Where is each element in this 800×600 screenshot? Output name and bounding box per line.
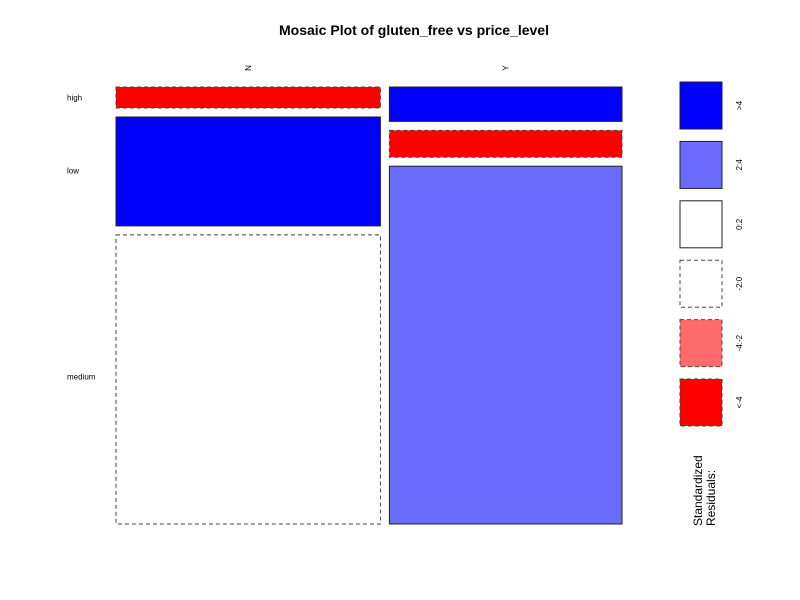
row-labels: high low medium [67,94,96,382]
legend-swatch-4 [679,378,723,427]
row-label-low: low [67,167,79,176]
cell-n-high [115,86,381,109]
cell-n-low [115,116,381,227]
legend-swatch-2-4 [679,140,723,189]
legend-label-6: <-4 [735,396,744,408]
column-label-n: N [244,65,253,71]
cell-y-medium [388,165,623,525]
legend-label-5: -4:-2 [735,334,744,351]
mosaic-cells [115,86,623,525]
row-label-medium: medium [67,372,96,381]
legend-swatch-4-2 [679,319,723,368]
row-label-high: high [67,94,82,103]
cell-y-low [388,129,623,158]
legend-title: Standardized Residuals: [691,452,718,526]
legend-swatch-4 [679,81,723,130]
cell-y-high [388,86,623,122]
legend-swatch-0-2 [679,200,723,249]
legend-label-2: 2:4 [735,159,744,171]
residual-legend: >4 2:4 0:2 -2:0 -4:-2 <-4 [679,81,744,427]
chart-title: Mosaic Plot of gluten_free vs price_leve… [279,22,549,38]
legend-swatch-2-0 [679,259,723,308]
legend-label-4: -2:0 [735,276,744,290]
legend-label-3: 0:2 [735,218,744,230]
column-label-y: Y [502,65,511,71]
legend-label-1: >4 [735,100,744,110]
cell-n-medium [115,234,381,525]
